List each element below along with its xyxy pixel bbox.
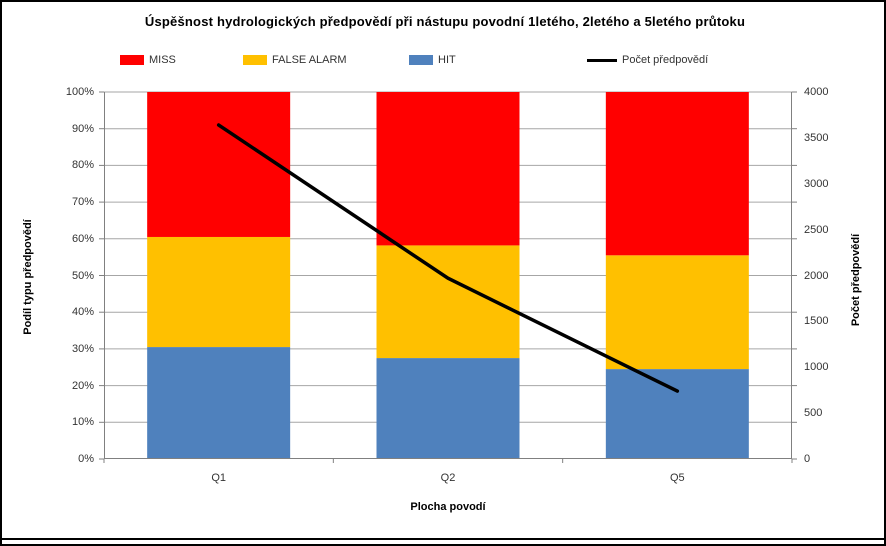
bar-segment-hit-q2 xyxy=(376,358,520,459)
chart-title: Úspěšnost hydrologických předpovědí při … xyxy=(144,14,746,29)
line-swatch-icon xyxy=(587,58,617,62)
left-axis-tick-label: 40% xyxy=(71,306,94,319)
left-axis-tick-label: 10% xyxy=(71,416,94,429)
left-axis-tick-label: 90% xyxy=(71,122,94,135)
legend-item-hit: HIT xyxy=(409,52,456,68)
miss-swatch-icon xyxy=(120,55,144,65)
left-axis-tick-label: 30% xyxy=(71,342,94,355)
right-axis-title: Počet předpovědí xyxy=(850,233,862,327)
x-axis-category-label: Q5 xyxy=(669,472,685,484)
right-axis-tick-label: 1500 xyxy=(804,315,829,328)
line-series-pocet-predpovedi xyxy=(216,123,680,393)
left-axis-tick-label: 50% xyxy=(71,269,94,282)
legend-label-pocet-predpovedi: Počet předpovědí xyxy=(622,54,709,66)
left-axis-tick-label: 70% xyxy=(71,196,94,209)
bar-segment-miss-q1 xyxy=(147,92,291,237)
x-axis-title: Plocha povodí xyxy=(410,501,486,513)
x-axis-category-label: Q1 xyxy=(211,472,226,484)
legend-label-hit: HIT xyxy=(438,54,456,66)
left-axis-tick-label: 80% xyxy=(71,159,94,172)
left-axis-tick-label: 20% xyxy=(71,379,94,392)
bottom-rule xyxy=(2,538,884,540)
left-axis-tick-label: 0% xyxy=(78,453,94,465)
false-alarm-swatch-icon xyxy=(243,55,267,65)
right-axis-tick-label: 3000 xyxy=(804,177,829,190)
hit-swatch-icon xyxy=(409,55,433,65)
bar-segment-hit-q1 xyxy=(147,347,291,459)
left-axis-tick-label: 100% xyxy=(65,86,94,98)
left-axis-tick-label: 60% xyxy=(71,232,94,245)
bar-segment-false-alarm-q5 xyxy=(605,255,749,370)
legend-label-false-alarm: FALSE ALARM xyxy=(272,54,347,66)
bar-segment-miss-q2 xyxy=(376,92,520,246)
right-axis-tick-label: 2000 xyxy=(804,269,829,282)
bar-segment-false-alarm-q1 xyxy=(147,236,291,348)
bar-segment-miss-q5 xyxy=(605,92,749,256)
bar-segment-hit-q5 xyxy=(605,369,749,459)
right-axis-tick-label: 3500 xyxy=(804,131,829,144)
legend-label-miss: MISS xyxy=(149,54,176,66)
x-axis-category-label: Q2 xyxy=(440,472,456,484)
right-axis-tick-label: 500 xyxy=(804,407,823,420)
right-axis-tick-label: 4000 xyxy=(804,86,829,98)
legend-item-false-alarm: FALSE ALARM xyxy=(243,52,347,68)
right-axis-tick-label: 1000 xyxy=(804,361,829,374)
right-axis-tick-label: 0 xyxy=(804,453,811,465)
plot-area xyxy=(99,91,797,463)
legend-item-pocet-predpovedi: Počet předpovědí xyxy=(587,52,708,68)
legend-item-miss: MISS xyxy=(120,52,176,68)
right-axis-tick-label: 2500 xyxy=(804,223,829,236)
